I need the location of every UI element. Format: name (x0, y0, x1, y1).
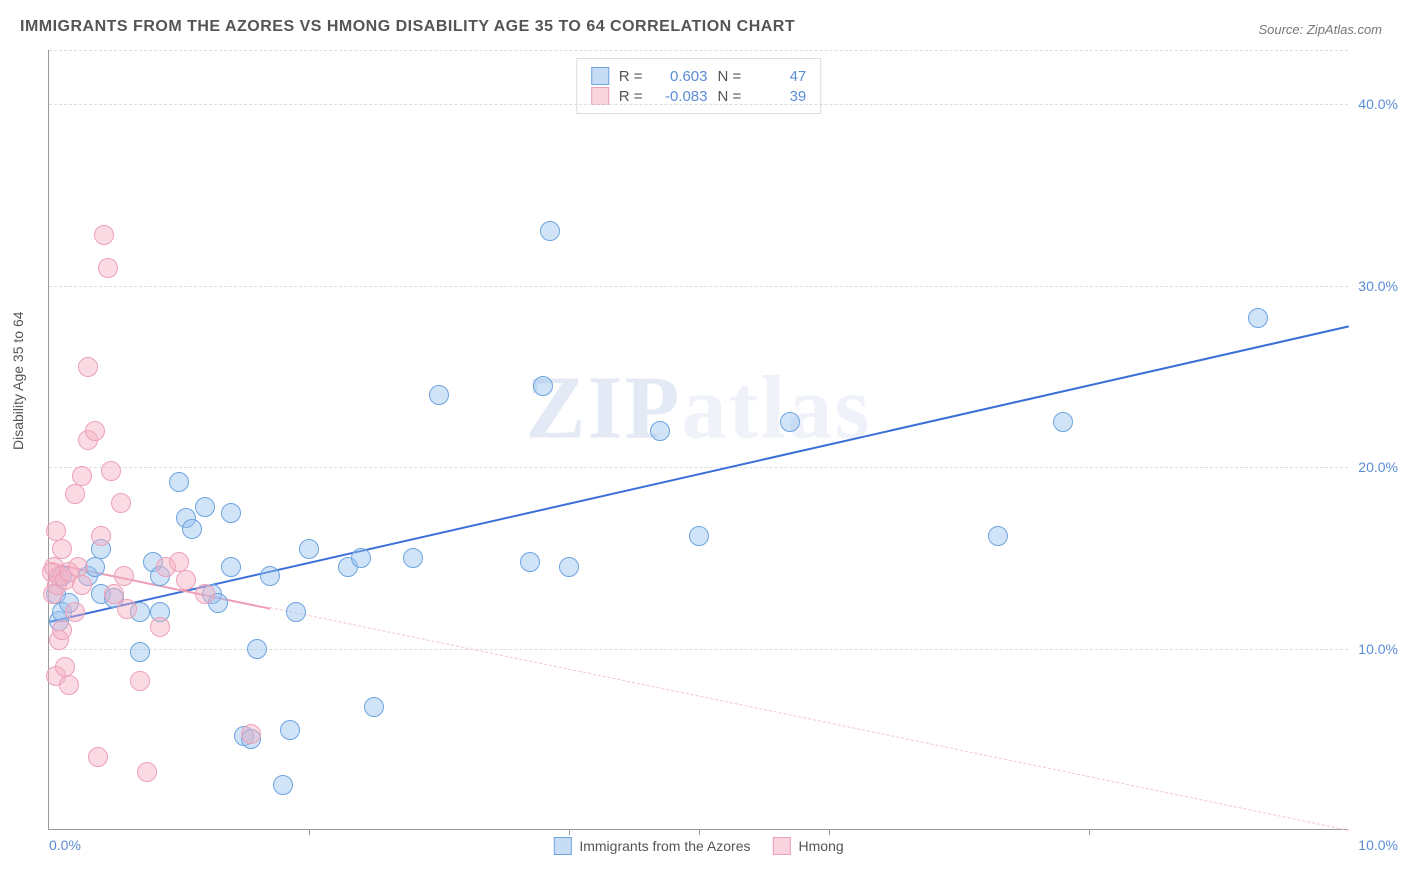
data-point (68, 557, 88, 577)
data-point (241, 724, 261, 744)
data-point (52, 620, 72, 640)
trend-line (270, 607, 1349, 831)
data-point (280, 720, 300, 740)
data-point (195, 584, 215, 604)
data-point (351, 548, 371, 568)
chart-plot-area: ZIPatlas R = 0.603 N = 47 R = -0.083 N =… (48, 50, 1348, 830)
data-point (169, 552, 189, 572)
y-tick-label: 20.0% (1358, 459, 1398, 475)
data-point (59, 675, 79, 695)
data-point (72, 466, 92, 486)
data-point (52, 539, 72, 559)
r-value: 0.603 (653, 68, 708, 85)
data-point (98, 258, 118, 278)
r-label: R = (619, 68, 643, 85)
data-point (520, 552, 540, 572)
source-attribution: Source: ZipAtlas.com (1258, 22, 1382, 37)
data-point (403, 548, 423, 568)
y-tick-label: 10.0% (1358, 641, 1398, 657)
r-label: R = (619, 88, 643, 105)
x-tick-mark (569, 829, 570, 835)
swatch-blue (591, 67, 609, 85)
data-point (169, 472, 189, 492)
data-point (260, 566, 280, 586)
data-point (130, 671, 150, 691)
data-point (78, 357, 98, 377)
data-point (130, 642, 150, 662)
data-point (299, 539, 319, 559)
swatch-pink (591, 87, 609, 105)
data-point (540, 221, 560, 241)
data-point (533, 376, 553, 396)
data-point (1248, 308, 1268, 328)
legend-item-azores: Immigrants from the Azores (553, 837, 750, 855)
y-tick-label: 40.0% (1358, 96, 1398, 112)
data-point (221, 503, 241, 523)
legend-label: Hmong (799, 838, 844, 854)
x-tick-mark (699, 829, 700, 835)
trend-line (49, 326, 1349, 624)
y-tick-label: 30.0% (1358, 278, 1398, 294)
watermark: ZIPatlas (525, 357, 871, 460)
gridline-horizontal (49, 286, 1348, 287)
data-point (780, 412, 800, 432)
n-value: 39 (751, 88, 806, 105)
data-point (182, 519, 202, 539)
data-point (65, 484, 85, 504)
data-point (364, 697, 384, 717)
data-point (72, 575, 92, 595)
gridline-horizontal (49, 104, 1348, 105)
data-point (176, 570, 196, 590)
legend-row-pink: R = -0.083 N = 39 (591, 87, 807, 105)
data-point (65, 602, 85, 622)
data-point (137, 762, 157, 782)
data-point (195, 497, 215, 517)
x-tick-mark (1089, 829, 1090, 835)
gridline-horizontal (49, 50, 1348, 51)
data-point (111, 493, 131, 513)
x-tick-label: 0.0% (49, 837, 81, 853)
data-point (150, 617, 170, 637)
n-value: 47 (751, 68, 806, 85)
r-value: -0.083 (653, 88, 708, 105)
swatch-pink (773, 837, 791, 855)
data-point (988, 526, 1008, 546)
gridline-horizontal (49, 467, 1348, 468)
data-point (46, 521, 66, 541)
x-tick-mark (829, 829, 830, 835)
data-point (114, 566, 134, 586)
data-point (91, 526, 111, 546)
data-point (689, 526, 709, 546)
data-point (273, 775, 293, 795)
n-label: N = (718, 68, 742, 85)
legend-label: Immigrants from the Azores (579, 838, 750, 854)
swatch-blue (553, 837, 571, 855)
data-point (559, 557, 579, 577)
gridline-horizontal (49, 649, 1348, 650)
data-point (55, 657, 75, 677)
data-point (88, 747, 108, 767)
data-point (1053, 412, 1073, 432)
data-point (221, 557, 241, 577)
legend-row-blue: R = 0.603 N = 47 (591, 67, 807, 85)
data-point (429, 385, 449, 405)
data-point (101, 461, 121, 481)
data-point (650, 421, 670, 441)
data-point (247, 639, 267, 659)
data-point (94, 225, 114, 245)
chart-title: IMMIGRANTS FROM THE AZORES VS HMONG DISA… (20, 18, 795, 36)
series-legend: Immigrants from the Azores Hmong (553, 837, 843, 855)
x-tick-mark (309, 829, 310, 835)
data-point (117, 599, 137, 619)
x-tick-label: 10.0% (1358, 837, 1398, 853)
legend-item-hmong: Hmong (773, 837, 844, 855)
y-axis-label: Disability Age 35 to 64 (10, 311, 26, 450)
n-label: N = (718, 88, 742, 105)
data-point (286, 602, 306, 622)
data-point (85, 421, 105, 441)
correlation-legend: R = 0.603 N = 47 R = -0.083 N = 39 (576, 58, 822, 114)
